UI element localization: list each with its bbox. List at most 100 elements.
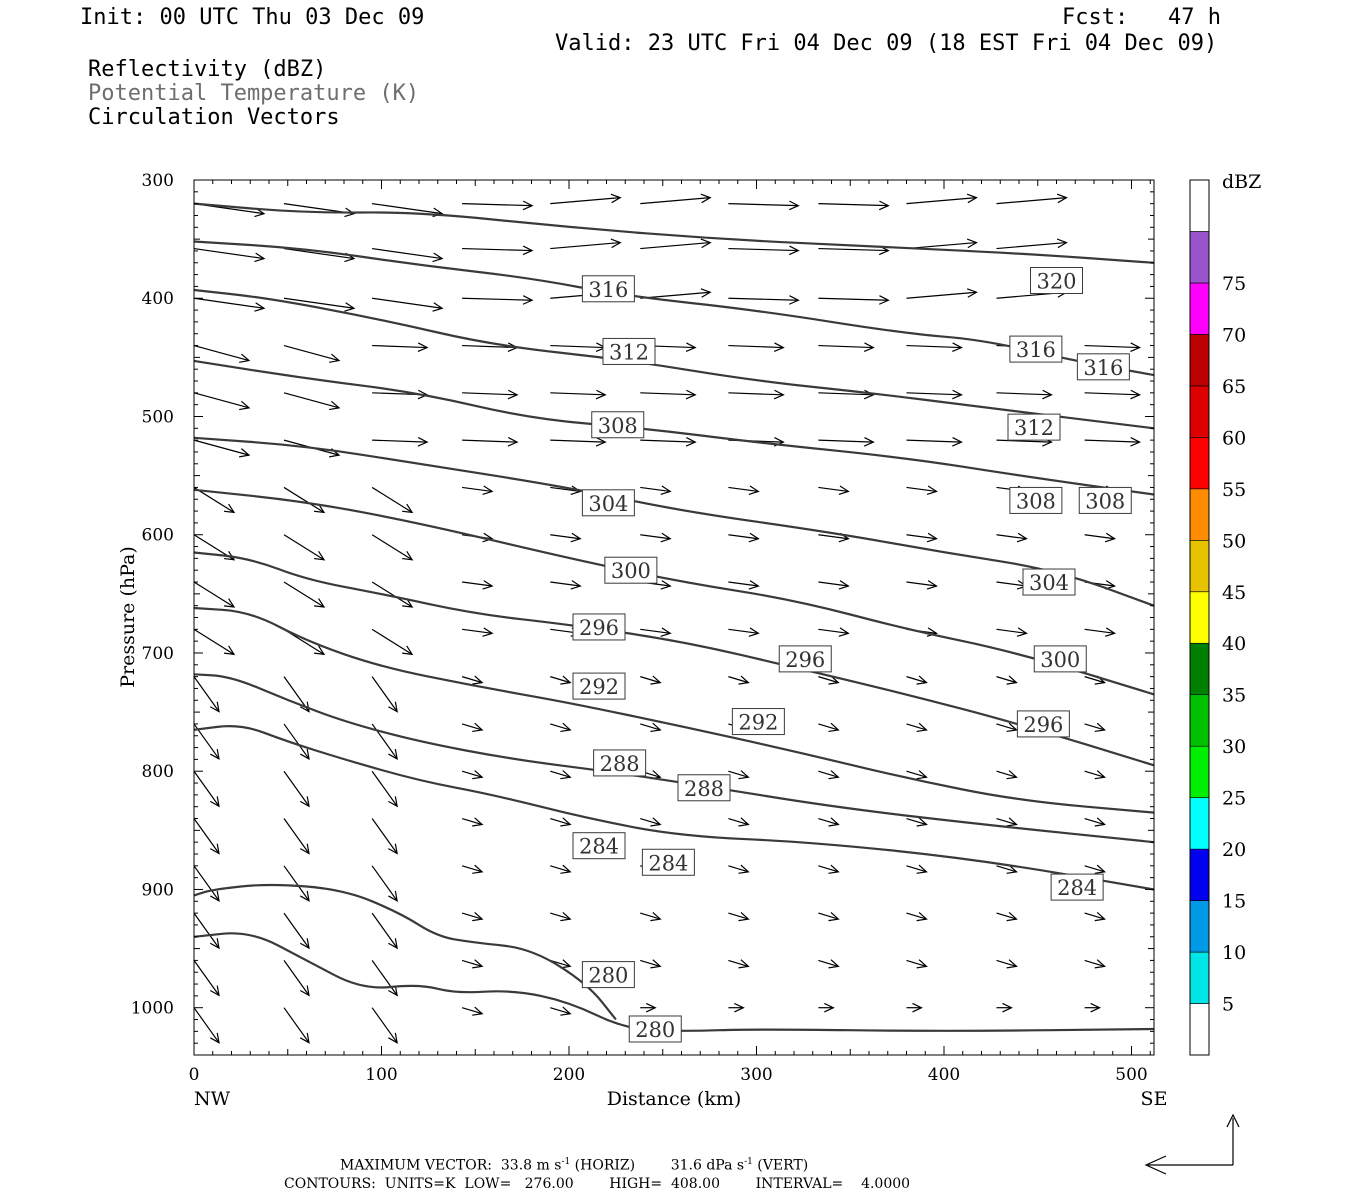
circulation-vector: [1084, 959, 1105, 967]
vector-arrowhead: [209, 1032, 220, 1044]
vector-arrowhead: [748, 627, 760, 637]
colorbar-label: 45: [1222, 582, 1246, 604]
vector-arrowhead: [1006, 770, 1018, 780]
circulation-vector: [728, 581, 759, 587]
theta-contour-312: [193, 288, 1155, 430]
circulation-vector: [818, 344, 874, 349]
circulation-vector: [906, 439, 962, 443]
circulation-vector: [550, 723, 571, 731]
colorbar-title: dBZ: [1222, 171, 1261, 193]
circulation-vector: [283, 247, 355, 260]
contour-label: 292: [579, 675, 619, 699]
circulation-vector: [462, 247, 533, 252]
vector-arrowhead: [299, 701, 310, 713]
circulation-vector: [550, 392, 606, 396]
vector-arrowhead: [748, 485, 760, 496]
vector-arrowhead: [472, 722, 484, 733]
circulation-vector: [728, 817, 749, 826]
vector-arrowhead: [299, 938, 310, 950]
colorbar-label: 50: [1222, 530, 1246, 552]
contour-label-box: [1022, 568, 1076, 596]
circulation-vector: [728, 770, 749, 778]
vector-arrowhead: [685, 389, 697, 400]
circulation-vector: [1084, 392, 1140, 396]
contour-label: 296: [1023, 713, 1063, 737]
colorbar-band: [1189, 694, 1210, 747]
vector-arrowhead: [966, 288, 978, 298]
vector-arrowhead: [472, 911, 484, 922]
circulation-vector: [906, 676, 927, 684]
circulation-vector: [996, 912, 1017, 920]
vector-arrowhead: [472, 770, 484, 780]
vector-arrowhead: [388, 796, 398, 808]
circulation-vector: [193, 392, 250, 409]
vector-arrowhead: [828, 864, 840, 874]
contour-label-box: [628, 1015, 682, 1043]
x-tick-label: 500: [1115, 1065, 1147, 1085]
colorbar-band: [1189, 642, 1210, 696]
vector-arrowhead: [402, 598, 414, 608]
contour-label: 304: [1029, 571, 1069, 595]
y-tick-label: 400: [142, 289, 174, 309]
circulation-vector: [640, 817, 661, 826]
circulation-vector: [996, 723, 1017, 731]
y-tick-label: 300: [142, 171, 174, 191]
circulation-vector: [640, 392, 696, 396]
vector-arrowhead: [916, 864, 928, 874]
contour-label-box: [677, 774, 731, 802]
vector-arrowhead: [828, 722, 840, 733]
vector-arrowhead: [1094, 911, 1106, 922]
circulation-vector: [461, 912, 483, 920]
circulation-vector: [728, 912, 749, 920]
colorbar-band: [1189, 282, 1210, 335]
circulation-vector: [461, 1007, 483, 1015]
circulation-vector: [818, 770, 839, 778]
vector-arrowhead: [966, 193, 978, 204]
theta-contour-280: [193, 883, 617, 1021]
circulation-vector: [283, 912, 310, 949]
circulation-vector: [283, 486, 325, 513]
colorbar-label: 5: [1222, 994, 1234, 1016]
circulation-vector: [640, 241, 711, 250]
contour-label: 296: [785, 648, 825, 672]
vector-arrowhead: [1056, 238, 1068, 249]
circulation-vector: [193, 912, 220, 949]
vector-arrowhead: [952, 437, 963, 447]
circulation-vector: [1084, 344, 1140, 349]
circulation-vector: [640, 534, 671, 540]
circulation-vector: [640, 486, 671, 493]
circulation-vector: [996, 676, 1017, 684]
circulation-vector: [550, 197, 621, 205]
contour-label: 284: [1057, 876, 1097, 900]
vector-arrowhead: [734, 1002, 745, 1013]
circulation-vector: [550, 817, 571, 826]
vector-arrowhead: [738, 675, 750, 685]
circulation-vector: [1084, 676, 1105, 684]
circulation-vector: [461, 817, 483, 826]
vector-arrowhead: [239, 400, 251, 411]
circulation-vector: [818, 392, 874, 396]
contour-label-box: [581, 961, 635, 989]
contour-label-box: [593, 749, 647, 777]
contour-label-box: [778, 645, 832, 673]
contour-label: 312: [609, 340, 649, 364]
circulation-vector: [728, 959, 749, 967]
vector-arrowhead: [522, 295, 534, 305]
colorbar-band: [1189, 539, 1210, 593]
circulation-vector: [818, 534, 849, 540]
circulation-vector: [906, 865, 927, 873]
circulation-vector: [1084, 912, 1105, 920]
colorbar-label: 25: [1222, 788, 1246, 810]
circulation-vector: [462, 628, 493, 634]
circulation-vector: [193, 865, 220, 902]
circulation-vector: [640, 723, 661, 731]
circulation-vector: [996, 197, 1067, 205]
vector-arrowhead: [645, 1002, 657, 1013]
vector-arrowhead: [209, 748, 220, 761]
circulation-vector: [818, 247, 889, 252]
circulation-vector: [640, 959, 661, 967]
vector-arrowhead: [916, 770, 928, 780]
vector-arrowhead: [828, 817, 840, 827]
contour-label: 308: [598, 414, 638, 438]
y-tick-label: 600: [142, 526, 174, 546]
